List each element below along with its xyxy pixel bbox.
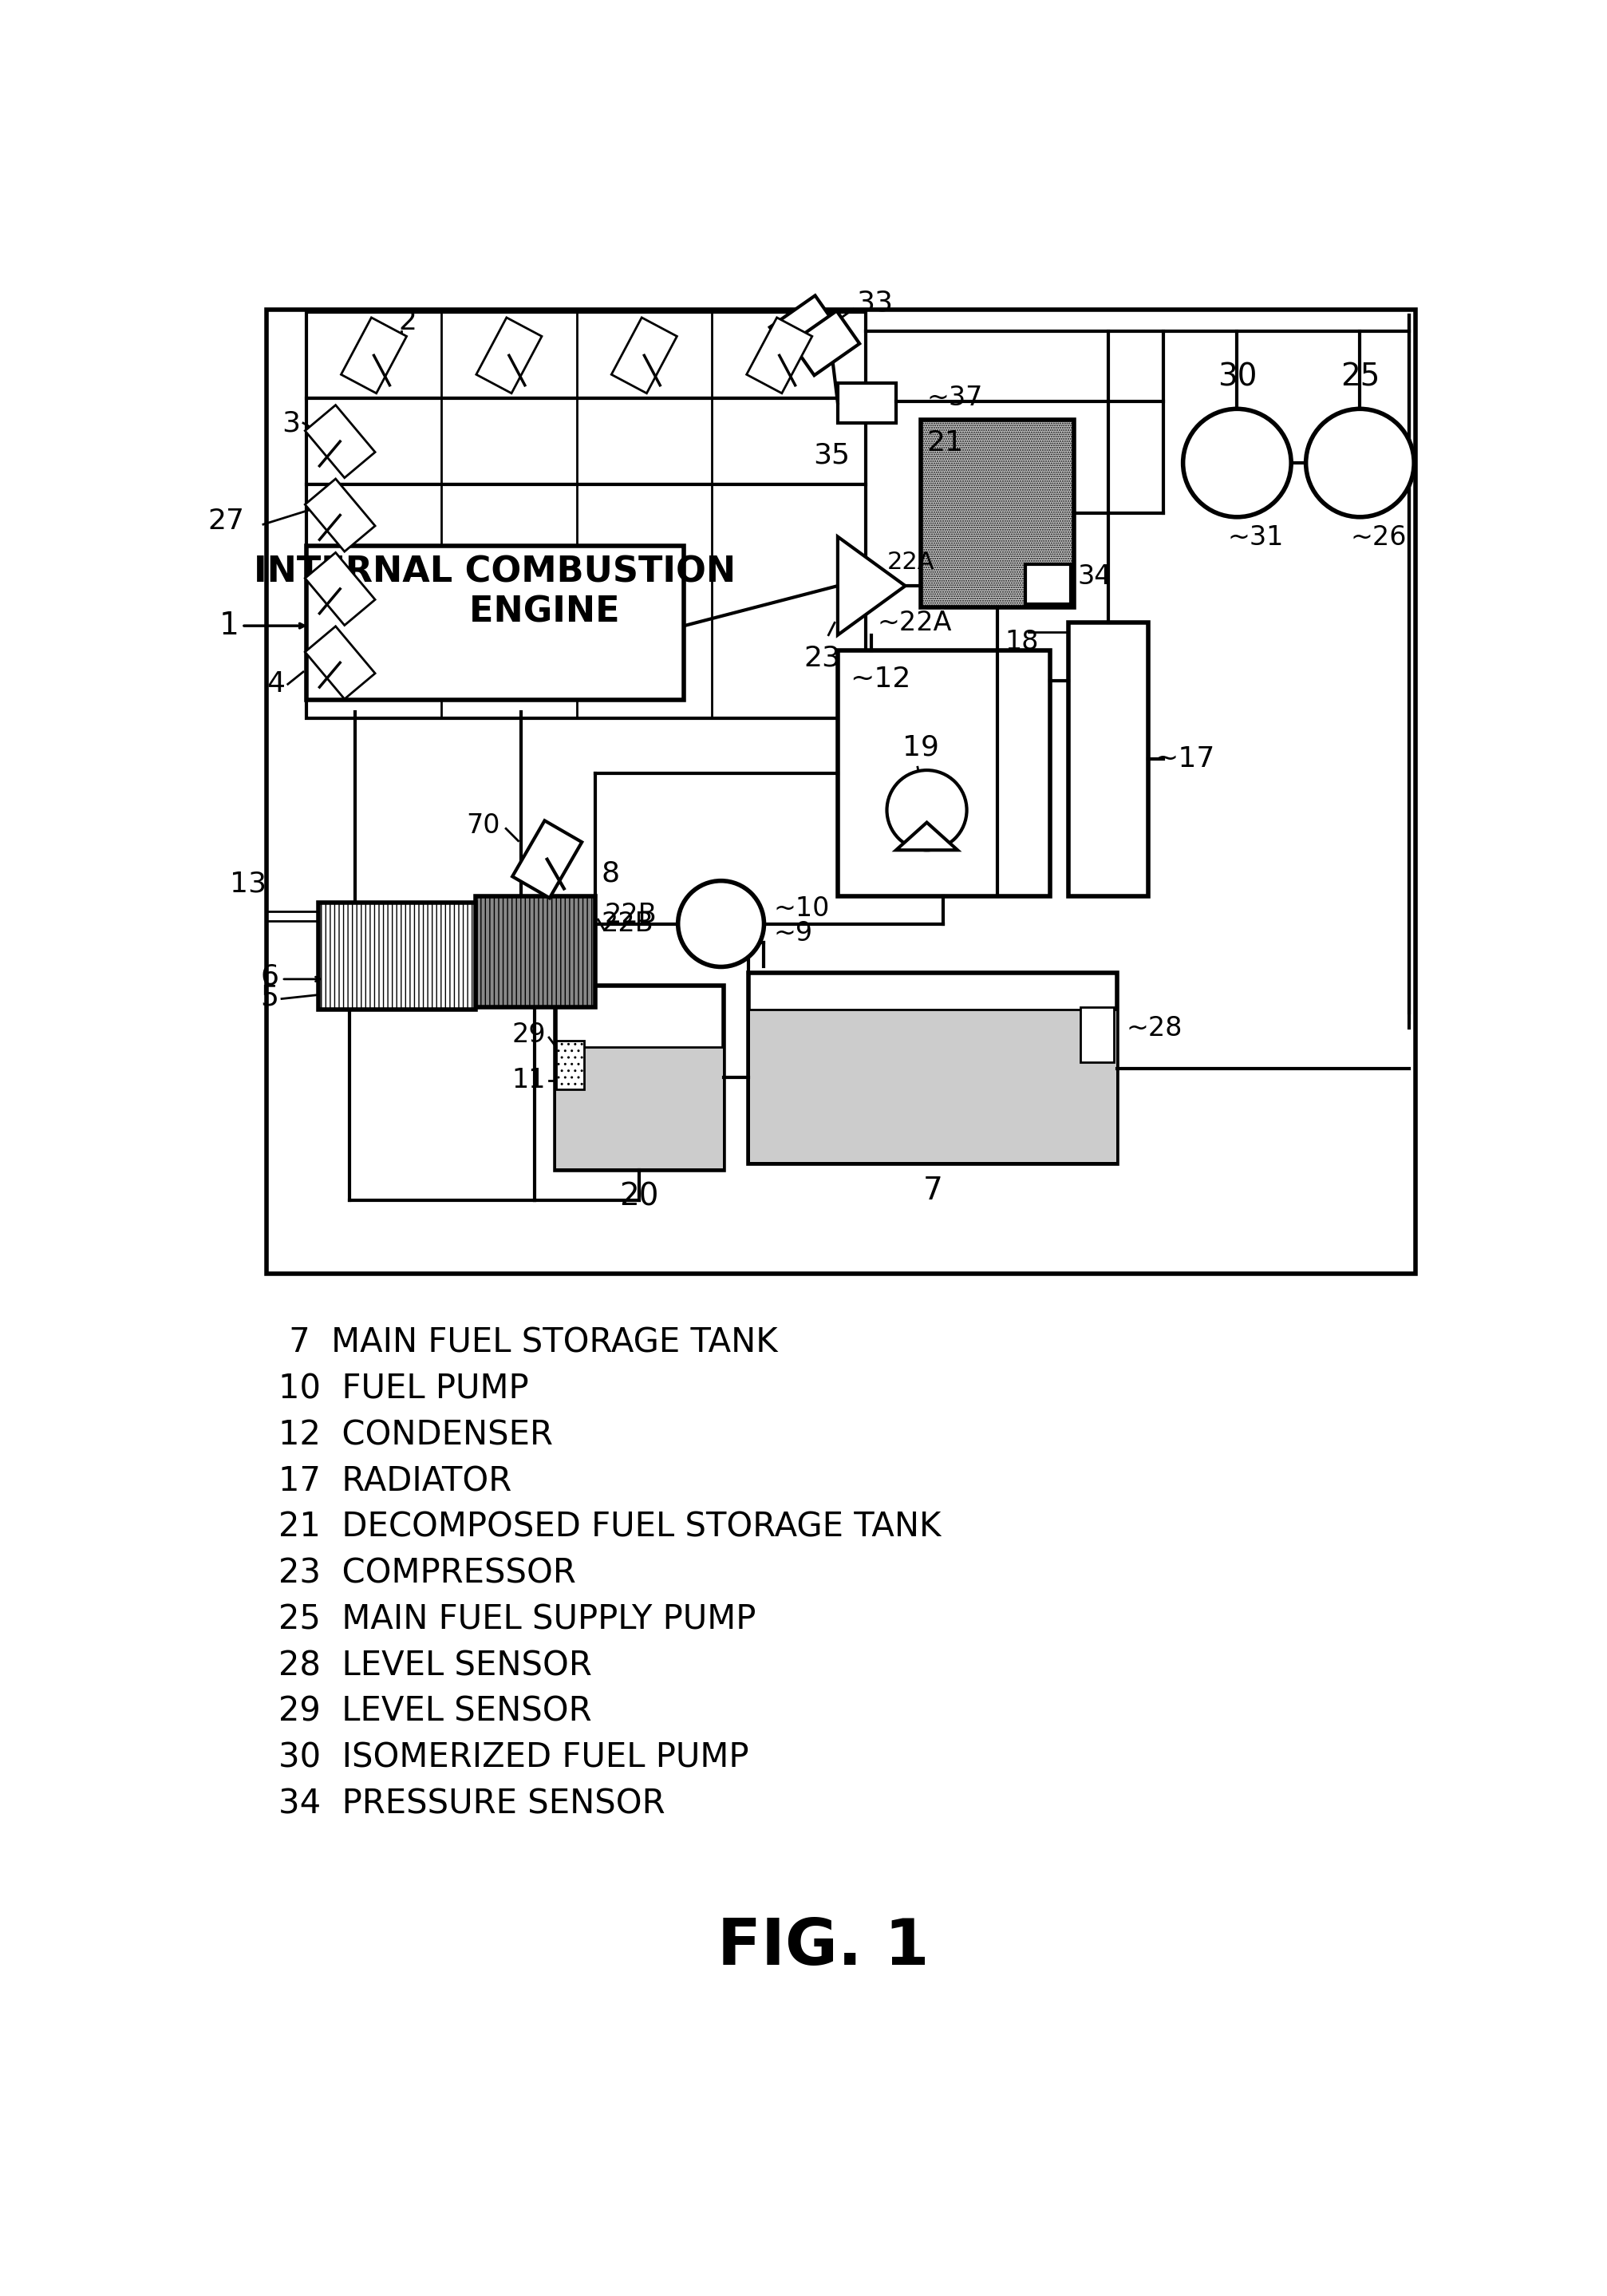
Text: 23  COMPRESSOR: 23 COMPRESSOR — [278, 1557, 577, 1591]
Bar — [307, 484, 865, 719]
Text: 23: 23 — [804, 645, 840, 670]
Bar — [267, 310, 1416, 1274]
Text: 22A: 22A — [887, 551, 934, 574]
Polygon shape — [897, 822, 958, 850]
Polygon shape — [513, 820, 582, 898]
Polygon shape — [476, 317, 542, 393]
Text: ~10: ~10 — [773, 895, 829, 921]
Bar — [1025, 565, 1072, 604]
Text: 18: 18 — [1004, 629, 1040, 654]
Bar — [1069, 622, 1147, 895]
Text: 3: 3 — [281, 409, 301, 436]
Polygon shape — [305, 553, 374, 625]
Circle shape — [887, 769, 967, 850]
Bar — [307, 400, 865, 484]
Text: 29: 29 — [513, 1022, 546, 1047]
Polygon shape — [341, 317, 407, 393]
Text: 13: 13 — [230, 870, 267, 898]
Text: 29  LEVEL SENSOR: 29 LEVEL SENSOR — [278, 1694, 591, 1729]
Text: 22B: 22B — [604, 902, 657, 928]
Text: ~12: ~12 — [850, 666, 911, 693]
Circle shape — [1183, 409, 1290, 517]
Text: ~22A: ~22A — [877, 608, 953, 636]
Text: 19: 19 — [903, 735, 938, 760]
Bar — [837, 383, 897, 422]
Polygon shape — [305, 627, 374, 698]
Text: ~37: ~37 — [927, 383, 983, 411]
Polygon shape — [791, 310, 860, 374]
Bar — [749, 974, 1117, 1164]
Text: ~26: ~26 — [1351, 523, 1408, 551]
Text: ~17: ~17 — [1154, 746, 1215, 774]
Bar — [750, 1010, 1115, 1162]
Text: ~31: ~31 — [1228, 523, 1284, 551]
Text: FIG. 1: FIG. 1 — [718, 1915, 929, 1979]
Text: 70: 70 — [466, 813, 500, 838]
Bar — [556, 1047, 723, 1169]
Bar — [837, 650, 1049, 895]
Bar — [556, 1040, 583, 1091]
Circle shape — [678, 882, 763, 967]
Text: ~28: ~28 — [1127, 1015, 1183, 1042]
Text: 21  DECOMPOSED FUEL STORAGE TANK: 21 DECOMPOSED FUEL STORAGE TANK — [278, 1511, 942, 1545]
Polygon shape — [305, 480, 374, 551]
Polygon shape — [611, 317, 677, 393]
Text: 10  FUEL PUMP: 10 FUEL PUMP — [278, 1373, 529, 1405]
Bar — [476, 895, 595, 1006]
Polygon shape — [747, 317, 812, 393]
Text: 30: 30 — [1218, 363, 1257, 393]
Circle shape — [1306, 409, 1414, 517]
Text: 11: 11 — [513, 1068, 546, 1093]
Text: 34  PRESSURE SENSOR: 34 PRESSURE SENSOR — [278, 1786, 665, 1821]
Bar — [554, 985, 725, 1169]
Bar — [921, 420, 1073, 608]
Bar — [307, 546, 685, 700]
Polygon shape — [770, 296, 837, 360]
Text: 22B: 22B — [601, 912, 654, 937]
Polygon shape — [305, 404, 374, 478]
Text: 8: 8 — [601, 859, 620, 886]
Text: 25: 25 — [1340, 363, 1380, 393]
Text: 25  MAIN FUEL SUPPLY PUMP: 25 MAIN FUEL SUPPLY PUMP — [278, 1603, 755, 1637]
Text: 30  ISOMERIZED FUEL PUMP: 30 ISOMERIZED FUEL PUMP — [278, 1740, 749, 1775]
Text: 20: 20 — [620, 1182, 659, 1212]
Bar — [1080, 1006, 1114, 1063]
Text: 7  MAIN FUEL STORAGE TANK: 7 MAIN FUEL STORAGE TANK — [278, 1327, 778, 1359]
Text: 6: 6 — [260, 962, 278, 990]
Text: 1: 1 — [219, 611, 239, 641]
Bar — [307, 312, 865, 400]
Text: INTERNAL COMBUSTION
        ENGINE: INTERNAL COMBUSTION ENGINE — [254, 556, 736, 629]
Text: 17  RADIATOR: 17 RADIATOR — [278, 1465, 511, 1497]
Text: 2: 2 — [399, 308, 416, 335]
Bar — [318, 902, 476, 1010]
Text: 35: 35 — [813, 441, 850, 468]
Text: 7: 7 — [922, 1176, 943, 1205]
Text: 4: 4 — [267, 670, 284, 698]
Text: 27: 27 — [209, 507, 244, 535]
Text: 33: 33 — [857, 289, 893, 317]
Text: 28  LEVEL SENSOR: 28 LEVEL SENSOR — [278, 1649, 591, 1683]
Polygon shape — [837, 537, 905, 636]
Text: 5: 5 — [260, 985, 278, 1010]
Text: 34: 34 — [1077, 563, 1112, 590]
Text: ~9: ~9 — [773, 921, 813, 946]
Text: 21: 21 — [927, 429, 964, 457]
Text: 12  CONDENSER: 12 CONDENSER — [278, 1419, 553, 1451]
